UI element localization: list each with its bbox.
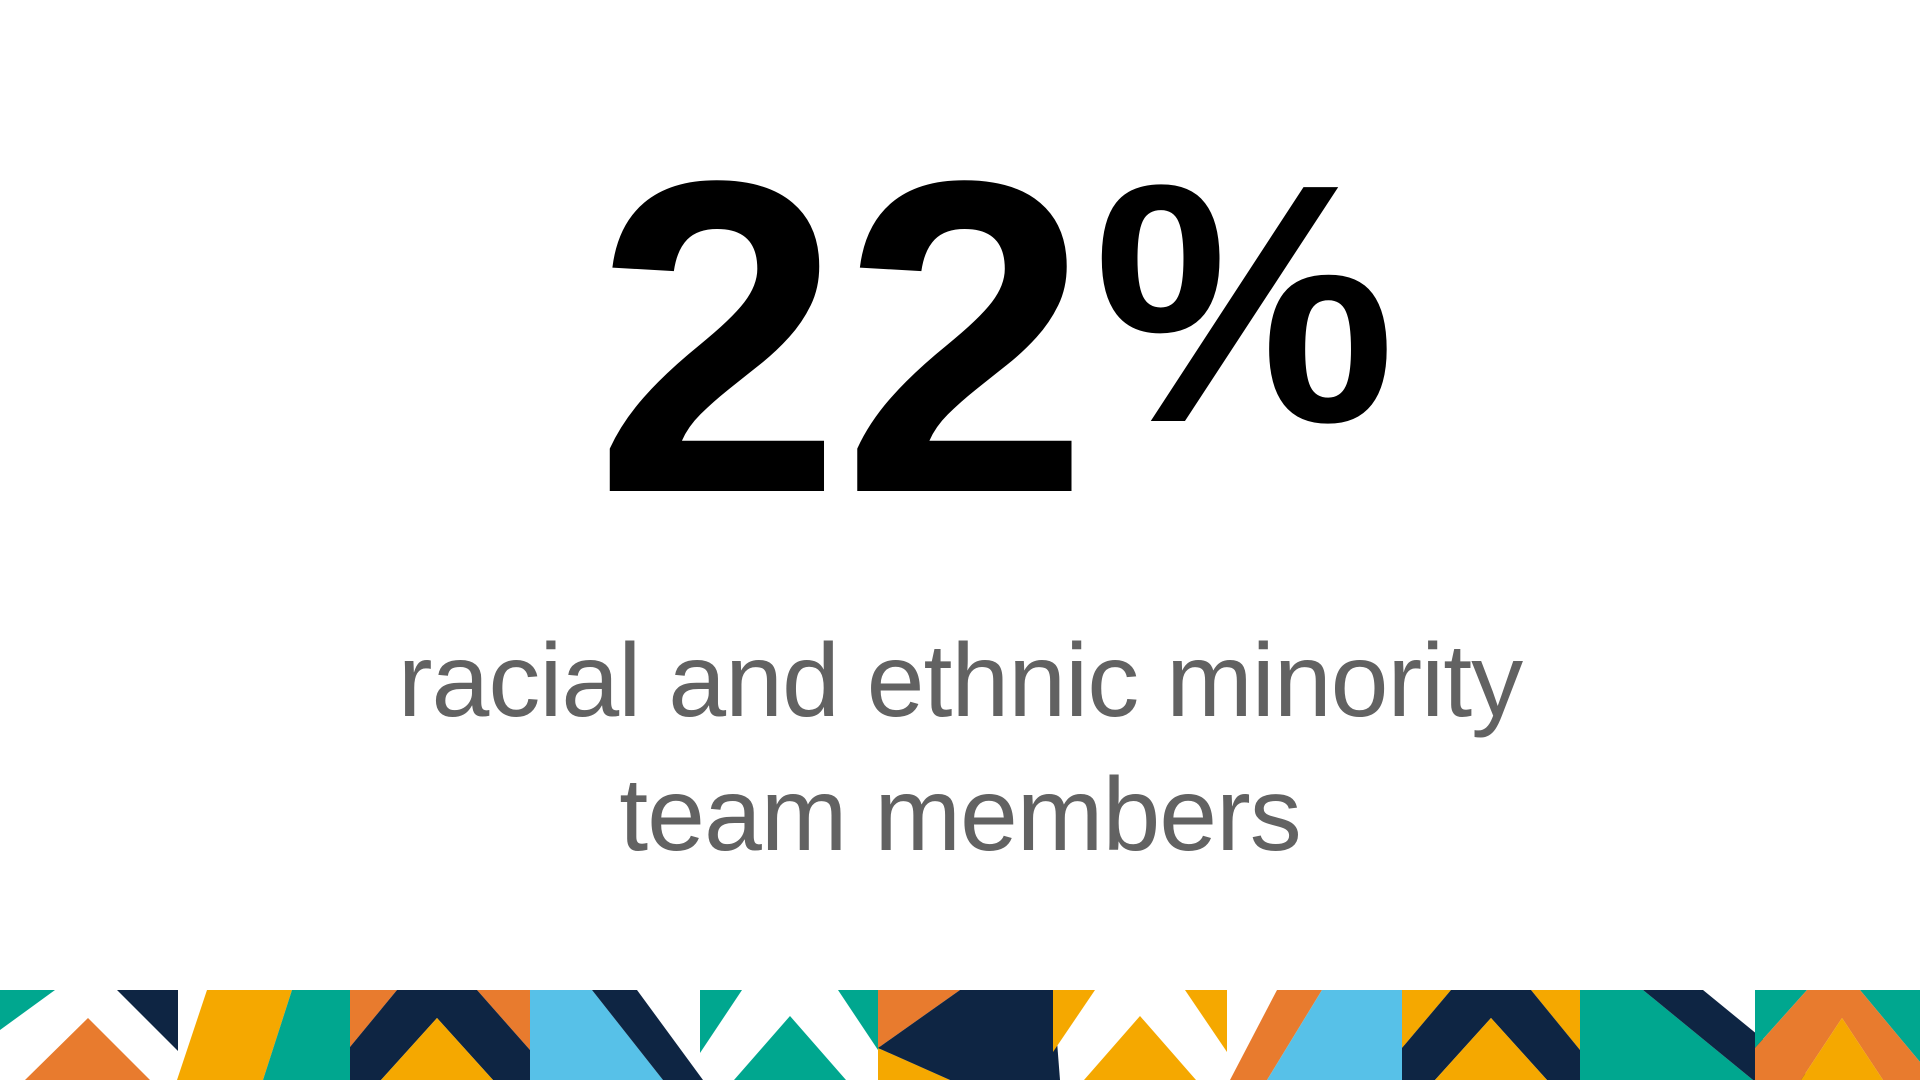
pattern-tile-chevron-3	[350, 990, 530, 1080]
pattern-tile-chevron-11	[1755, 990, 1920, 1080]
pattern-tile-stripe-2	[177, 990, 350, 1080]
pattern-tile-stripe-4	[530, 990, 703, 1080]
statistic: 22%	[0, 115, 1920, 560]
percent-sign: %	[1093, 114, 1396, 494]
pattern-tile-stripe-8	[1230, 990, 1407, 1080]
pattern-tile-stripe-6	[878, 990, 1060, 1080]
caption-line-1: racial and ethnic minority	[397, 623, 1523, 739]
caption-line-2: team members	[619, 757, 1302, 873]
pattern-tile-chevron-5	[700, 990, 880, 1080]
stat-number: 22	[594, 89, 1090, 586]
pattern-tile-chevron-1	[0, 990, 178, 1080]
geometric-pattern-border-icon	[0, 990, 1920, 1080]
pattern-tile-chevron-9	[1402, 990, 1580, 1080]
pattern-tile-chevron-7	[1053, 990, 1227, 1080]
stat-caption: racial and ethnic minority team members	[0, 614, 1920, 882]
